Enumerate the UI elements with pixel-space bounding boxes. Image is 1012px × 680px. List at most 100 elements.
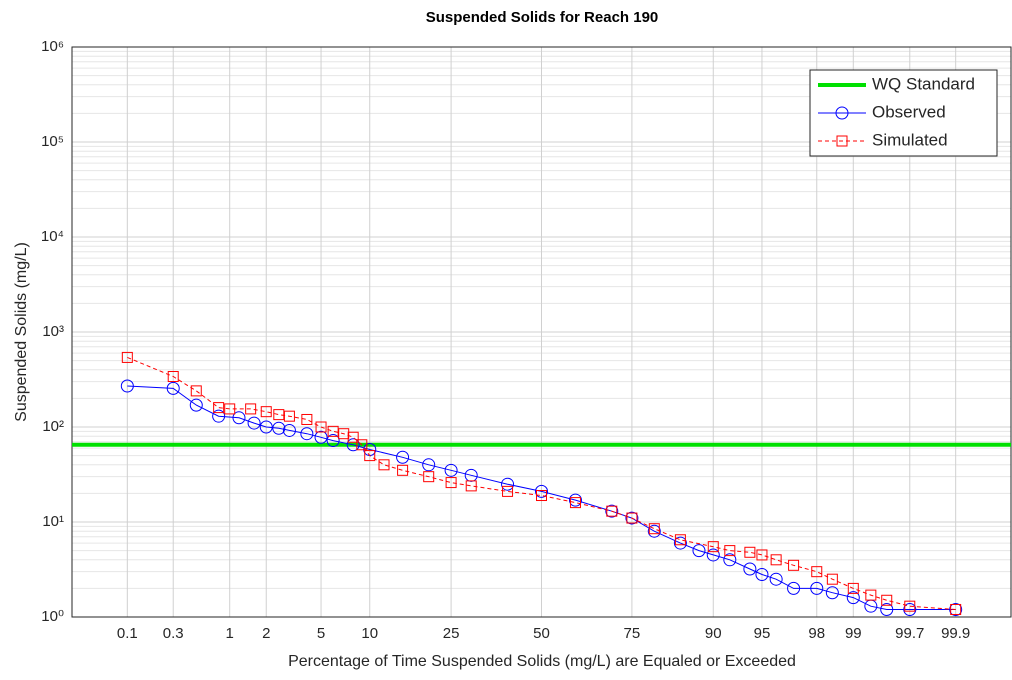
marker (300, 427, 314, 441)
marker (212, 409, 226, 423)
x-tick-label: 75 (624, 625, 641, 642)
series-line (127, 356, 956, 610)
marker (723, 553, 737, 567)
marker (445, 477, 457, 489)
marker (692, 544, 706, 558)
marker (502, 485, 514, 497)
x-tick-label: 0.1 (117, 625, 138, 642)
legend-label: WQ Standard (872, 74, 975, 93)
x-tick-label: 25 (443, 625, 460, 642)
marker (536, 490, 547, 502)
marker (865, 589, 877, 601)
x-tick-label: 99.9 (941, 625, 970, 642)
y-tick-label: 10⁶ (41, 38, 64, 55)
marker (950, 603, 962, 615)
series-line (127, 385, 956, 610)
marker (744, 546, 756, 558)
marker (378, 459, 390, 471)
x-tick-label: 2 (262, 625, 270, 642)
marker (847, 582, 859, 594)
marker (272, 421, 286, 435)
x-tick-label: 0.3 (163, 625, 184, 642)
marker (364, 450, 376, 462)
marker (423, 471, 435, 483)
marker (167, 371, 179, 383)
chart-title: Suspended Solids for Reach 190 (426, 9, 659, 26)
marker (881, 594, 893, 606)
x-tick-label: 10 (361, 625, 378, 642)
marker (846, 591, 860, 605)
marker (648, 523, 660, 535)
marker (166, 381, 180, 395)
marker (444, 463, 458, 477)
marker (247, 416, 261, 430)
marker (810, 581, 824, 595)
marker (647, 524, 661, 538)
x-tick-label: 99 (845, 625, 862, 642)
marker (189, 398, 203, 412)
marker (825, 586, 839, 600)
marker (273, 409, 285, 421)
y-tick-label: 10⁴ (41, 228, 64, 245)
plot-frame (71, 46, 1012, 618)
marker (224, 403, 236, 415)
marker (770, 554, 782, 566)
marker (260, 406, 272, 418)
marker (949, 602, 963, 616)
marker (836, 135, 848, 147)
y-axis-label: Suspended Solids (mg/L) (13, 242, 30, 422)
marker (338, 428, 350, 440)
marker (706, 548, 720, 562)
marker (606, 505, 618, 517)
marker (787, 581, 801, 595)
marker (826, 573, 838, 585)
marker (346, 438, 360, 452)
marker (674, 534, 686, 546)
y-tick-label: 10⁵ (41, 133, 64, 150)
x-tick-label: 90 (705, 625, 722, 642)
marker (903, 602, 917, 616)
marker (535, 484, 548, 498)
marker (190, 385, 202, 397)
x-axis-label: Percentage of Time Suspended Solids (mg/… (288, 653, 796, 670)
legend-label: Observed (872, 102, 946, 121)
legend-label: Simulated (872, 130, 948, 149)
marker (422, 458, 436, 472)
x-tick-label: 95 (754, 625, 771, 642)
marker (724, 545, 736, 557)
marker (396, 450, 410, 464)
marker (835, 106, 849, 120)
x-tick-label: 99.7 (895, 625, 924, 642)
marker (707, 541, 719, 553)
marker (259, 420, 273, 434)
marker (314, 430, 328, 444)
marker (213, 402, 225, 414)
marker (755, 568, 769, 582)
marker (465, 480, 477, 492)
y-tick-label: 10³ (42, 323, 64, 340)
marker (626, 512, 638, 524)
marker (769, 572, 783, 586)
x-tick-label: 5 (317, 625, 325, 642)
x-tick-label: 98 (808, 625, 825, 642)
x-tick-label: 50 (533, 625, 550, 642)
marker (880, 602, 894, 616)
marker (605, 504, 619, 518)
marker (788, 559, 800, 571)
marker (326, 434, 340, 448)
marker (625, 511, 639, 525)
marker (356, 439, 368, 451)
marker (568, 493, 582, 507)
y-tick-label: 10¹ (42, 513, 64, 530)
marker (743, 562, 757, 576)
marker (904, 600, 916, 612)
marker (301, 413, 313, 425)
marker (120, 379, 134, 393)
y-tick-label: 10² (42, 418, 64, 435)
marker (397, 464, 409, 476)
marker (232, 411, 246, 425)
marker (282, 423, 296, 437)
marker (315, 421, 327, 433)
marker (245, 403, 257, 415)
